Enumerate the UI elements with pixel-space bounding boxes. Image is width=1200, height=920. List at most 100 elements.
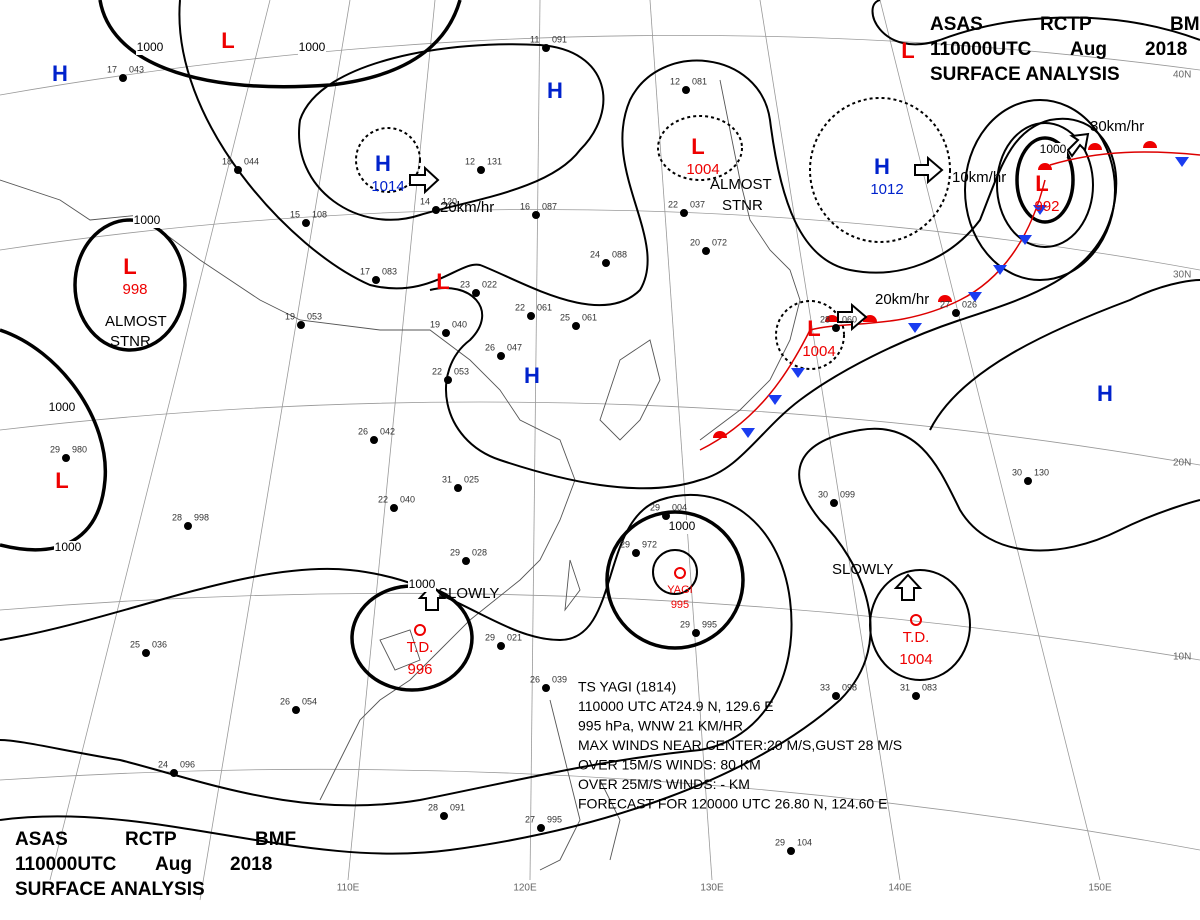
latitude-label: 20N	[1173, 458, 1191, 469]
isobar-label: 1000	[669, 519, 696, 533]
meridian	[529, 0, 541, 881]
motion-label: 20km/hr	[440, 199, 494, 216]
station-circle	[662, 512, 670, 520]
header-text: 2018	[230, 854, 272, 875]
header-text: RCTP	[125, 829, 177, 850]
station-temperature: 24	[158, 759, 168, 769]
station-pressure: 072	[712, 237, 727, 247]
station-circle	[454, 484, 462, 492]
motion-label: 10km/hr	[952, 169, 1006, 186]
header-text: SURFACE ANALYSIS	[930, 64, 1120, 85]
station-pressure: 040	[400, 494, 415, 504]
station-pressure: 088	[612, 249, 627, 259]
station-temperature: 28	[172, 512, 182, 522]
station-temperature: 20	[690, 237, 700, 247]
station-pressure: 004	[672, 502, 687, 512]
station-temperature: 26	[530, 674, 540, 684]
station-temperature: 26	[280, 696, 290, 706]
typhoon-info: OVER 25M/S WINDS: - KM	[578, 776, 750, 792]
station-circle	[440, 812, 448, 820]
latitude-label: 40N	[1173, 70, 1191, 81]
longitude-label: 150E	[1088, 883, 1112, 894]
system-symbol: L	[1035, 171, 1048, 196]
station-circle	[432, 206, 440, 214]
label-bg	[668, 520, 696, 534]
station-circle	[542, 684, 550, 692]
station-pressure: 980	[72, 444, 87, 454]
station-temperature: 30	[818, 489, 828, 499]
system-pressure: 998	[122, 281, 147, 298]
station-circle	[787, 847, 795, 855]
station-temperature: 22	[432, 366, 442, 376]
coastline	[599, 339, 661, 441]
station-temperature: 24	[590, 249, 600, 259]
station-circle	[527, 312, 535, 320]
station-circle	[184, 522, 192, 530]
station-temperature: 22	[378, 494, 388, 504]
warm-front-symbol	[1088, 143, 1102, 150]
storm-pressure: 995	[671, 599, 689, 611]
motion-arrow	[417, 583, 447, 611]
latitude-label: 10N	[1173, 652, 1191, 663]
label-bg	[133, 214, 161, 228]
motion-label: 20km/hr	[875, 291, 929, 308]
meridian	[879, 0, 1101, 881]
coastline	[539, 699, 621, 871]
station-pressure: 022	[482, 279, 497, 289]
station-circle	[477, 166, 485, 174]
system-pressure: 1004	[686, 161, 719, 178]
graticule	[0, 0, 1200, 901]
station-circle	[497, 352, 505, 360]
header-text: Aug	[1070, 39, 1107, 60]
warm-front-symbol	[938, 295, 952, 302]
motion-arrow	[893, 573, 923, 601]
station-pressure: 054	[302, 696, 317, 706]
system-symbol: L	[436, 269, 449, 294]
station-circle	[832, 324, 840, 332]
isobar	[1015, 136, 1075, 224]
isobar-label: 1000	[137, 40, 164, 54]
station-circle	[62, 454, 70, 462]
isobar-label: 1000	[409, 577, 436, 591]
dotted-isobar	[657, 115, 743, 181]
station-circle	[532, 211, 540, 219]
station-pressure: 021	[507, 632, 522, 642]
station-circle	[832, 692, 840, 700]
station-temperature: 12	[465, 156, 475, 166]
cold-front-symbol	[908, 323, 922, 333]
station-temperature: 27	[940, 299, 950, 309]
isobar	[869, 569, 971, 681]
station-pressure: 060	[842, 314, 857, 324]
coastlines	[0, 79, 801, 871]
station-pressure: 120	[442, 196, 457, 206]
station-temperature: 26	[358, 426, 368, 436]
station-temperature: 18	[222, 156, 232, 166]
isobar	[0, 427, 1200, 855]
system-pressure: 1012	[870, 181, 903, 198]
dotted-isobar	[809, 97, 951, 243]
meridian	[759, 0, 901, 881]
station-temperature: 12	[670, 76, 680, 86]
motion-label: ALMOST	[105, 313, 167, 330]
cold-front-symbol	[993, 265, 1007, 275]
typhoon-info: TS YAGI (1814)	[578, 679, 676, 695]
motion-arrow	[914, 155, 944, 185]
front-line	[1049, 151, 1200, 166]
storm-symbol	[910, 614, 922, 626]
system-symbol: L	[691, 134, 704, 159]
station-circle	[302, 219, 310, 227]
station-temperature: 25	[560, 312, 570, 322]
isobar	[0, 328, 108, 552]
station-circle	[572, 322, 580, 330]
station-pressure: 096	[180, 759, 195, 769]
header-text: Aug	[155, 854, 192, 875]
station-temperature: 11	[530, 34, 539, 44]
storm-name: T.D.	[407, 639, 434, 656]
system-symbol: H	[547, 78, 563, 103]
storm-name: T.D.	[903, 629, 930, 646]
isobar	[929, 279, 1200, 431]
isobar-label: 1000	[134, 213, 161, 227]
station-temperature: 33	[820, 682, 830, 692]
